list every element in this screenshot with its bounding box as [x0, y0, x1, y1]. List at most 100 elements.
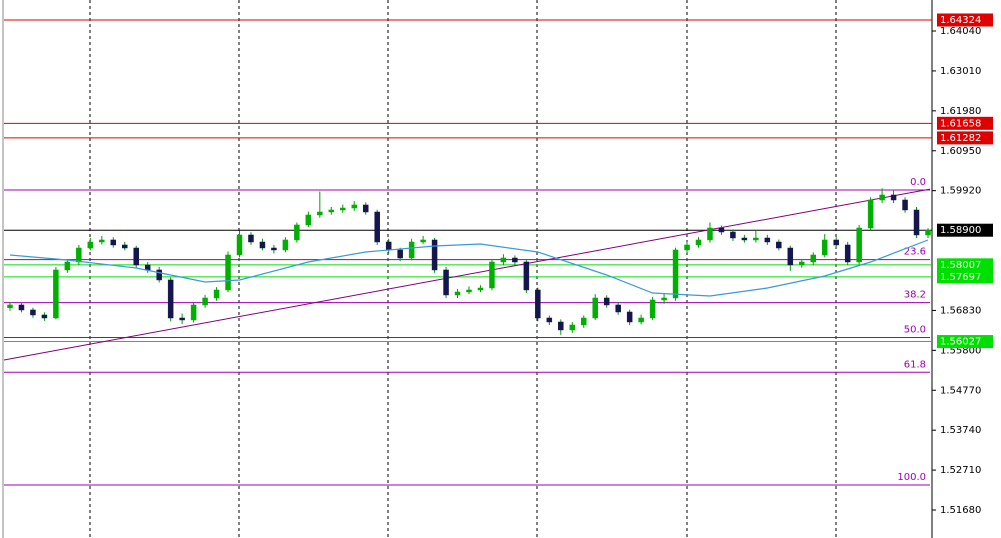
candle-body: [638, 317, 644, 323]
candle-body: [890, 194, 897, 201]
candle-body: [535, 289, 541, 319]
candle-body: [810, 254, 816, 263]
candle-body: [626, 311, 633, 323]
candle-body: [167, 279, 174, 319]
candle-body: [867, 199, 874, 229]
price-box-label: 1.61282: [940, 133, 981, 144]
candle-body: [489, 261, 495, 289]
candle-body: [592, 297, 598, 319]
candle-body: [420, 239, 426, 243]
candle-body: [844, 244, 851, 263]
price-box-label: 1.58900: [940, 225, 981, 236]
candle-body: [18, 304, 25, 311]
candle-body: [477, 287, 484, 291]
fib-label: 61.8: [904, 359, 926, 370]
candle-body: [661, 297, 667, 301]
y-tick-label: 1.60950: [940, 146, 981, 157]
y-tick-label: 1.64040: [940, 26, 981, 37]
candle-body: [362, 204, 369, 213]
candle-body: [317, 211, 323, 216]
candle-body: [879, 194, 885, 201]
candle-body: [454, 291, 461, 296]
candle-body: [615, 304, 621, 313]
y-tick-label: 1.61980: [940, 106, 981, 117]
y-tick-label: 1.54770: [940, 385, 981, 396]
candle-body: [523, 261, 530, 291]
candle-body: [787, 247, 794, 266]
candle-body: [122, 244, 128, 249]
candle-body: [730, 231, 736, 239]
fib-label: 50.0: [904, 324, 926, 335]
price-box-label: 1.57697: [940, 272, 981, 283]
candle-body: [776, 241, 782, 249]
candle-body: [53, 269, 59, 319]
candle-body: [110, 239, 117, 246]
candle-body: [649, 299, 656, 319]
fib-label: 100.0: [897, 472, 926, 483]
candle-body: [248, 234, 254, 243]
y-tick-label: 1.56830: [940, 305, 981, 316]
candle-body: [672, 249, 679, 299]
candle-body: [902, 199, 908, 211]
candle-body: [340, 207, 346, 211]
candle-body: [328, 209, 335, 213]
candle-body: [7, 304, 13, 308]
candle-body: [913, 209, 920, 236]
price-box-label: 1.58007: [940, 260, 981, 271]
y-tick-label: 1.59920: [940, 186, 981, 197]
fib-label: 23.6: [904, 247, 926, 258]
moving-average: [9, 239, 929, 297]
price-box-label: 1.61658: [940, 118, 981, 129]
price-box: [937, 131, 993, 145]
candle-body: [443, 269, 449, 296]
candle-body: [431, 239, 438, 271]
candle-body: [466, 289, 472, 293]
candle-body: [259, 241, 266, 249]
candle-body: [374, 211, 380, 243]
candle-body: [179, 317, 185, 321]
candle-body: [512, 257, 518, 263]
candle-body: [684, 244, 690, 251]
candle-body: [225, 254, 231, 291]
candle-body: [30, 309, 36, 316]
price-box: [937, 335, 993, 349]
fib-label: 0.0: [910, 177, 926, 188]
candle-body: [764, 237, 771, 243]
price-box-label: 1.56027: [940, 337, 981, 348]
candle-body: [236, 234, 243, 256]
y-tick-label: 1.55800: [940, 345, 981, 356]
candle-body: [133, 247, 139, 266]
candle-body: [581, 317, 587, 326]
fib-label: 38.2: [904, 290, 926, 301]
candle-body: [305, 214, 312, 226]
candle-body: [202, 297, 208, 306]
candle-body: [76, 247, 82, 263]
candle-body: [144, 264, 151, 271]
price-box: [937, 223, 993, 237]
candle-body: [271, 247, 277, 251]
candle-body: [64, 261, 71, 271]
candle-body: [408, 241, 415, 259]
candle-body: [695, 239, 702, 246]
candle-body: [856, 227, 862, 263]
candle-body: [753, 237, 759, 241]
y-tick-label: 1.52710: [940, 465, 981, 476]
y-tick-label: 1.51680: [940, 505, 981, 516]
candle-body: [500, 257, 507, 263]
price-box-label: 1.64324: [940, 15, 981, 26]
candle-body: [741, 237, 748, 241]
candle-body: [799, 261, 805, 266]
candle-body: [385, 241, 392, 251]
candle-body: [925, 229, 931, 236]
candle-body: [833, 239, 839, 246]
candle-body: [546, 317, 553, 323]
candle-body: [213, 289, 220, 299]
candle-body: [190, 304, 197, 321]
candle-body: [351, 204, 357, 209]
candle-body: [294, 224, 300, 241]
candle-body: [41, 314, 48, 319]
price-box: [937, 258, 993, 272]
candle-body: [282, 239, 289, 251]
